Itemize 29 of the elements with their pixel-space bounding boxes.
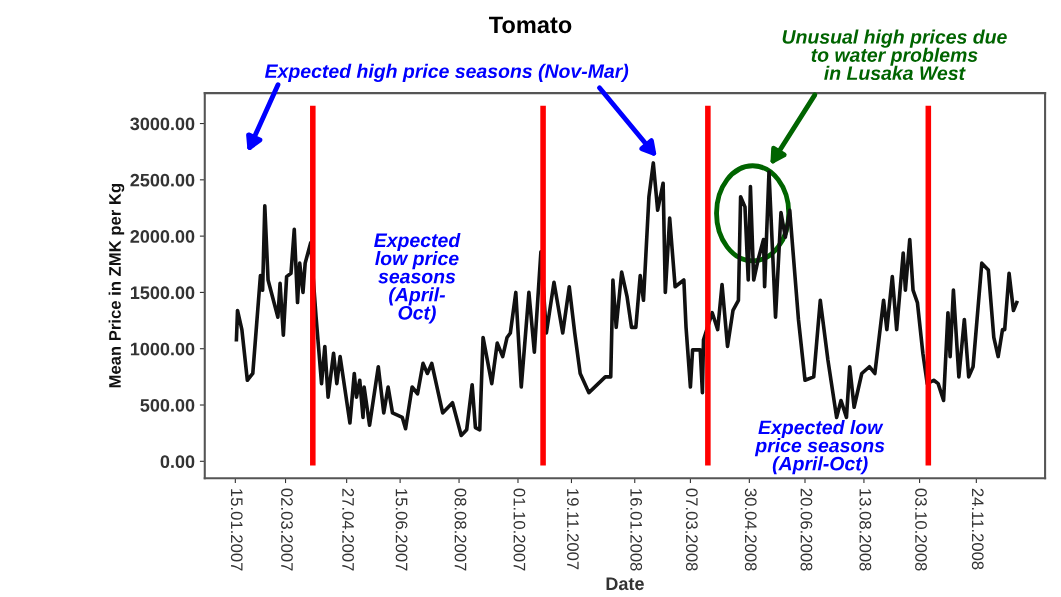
text: Expected high price seasons (Nov-Mar) (264, 63, 629, 82)
x-axis-title: Date (606, 577, 644, 591)
y-tick-label: 3000.00 (130, 117, 195, 131)
y-tick-label: 1000.00 (130, 342, 195, 356)
y-axis-title: Mean Price in ZMK per Kg (108, 183, 125, 388)
y-tick-label: 2500.00 (130, 173, 195, 187)
x-tick-label: 20.06.2008 (800, 488, 813, 571)
x-tick-label: 15.01.2007 (230, 489, 243, 571)
x-tick-label: 24.11.2008 (971, 488, 984, 570)
annotation: Expected low price seasons (April- Oct) (374, 232, 461, 324)
chart-title: Tomato (489, 16, 572, 34)
x-tick-label: 07.03.2008 (685, 488, 698, 571)
y-tick-label: 500.00 (140, 398, 195, 412)
x-tick-label: 15.06.2007 (395, 489, 408, 571)
x-tick-label: 02.03.2007 (281, 488, 293, 571)
x-tick-label: 01.10.2007 (513, 488, 526, 571)
x-tick-label: 16.01.2008 (630, 489, 643, 571)
y-tick-label: 2000.00 (130, 230, 195, 243)
line-series (234, 161, 1019, 438)
x-tick-label: 03.10.2008 (915, 488, 927, 571)
annotation: Expected low price seasons (April-Oct) (754, 419, 885, 475)
x-tick-label: 27.04.2007 (342, 488, 354, 571)
x-tick-label: 19.11.2007 (566, 489, 579, 570)
y-tick-label: 1500.00 (130, 286, 195, 300)
y-tick-label: 0.00 (160, 455, 195, 469)
text: Unusual high prices due to water problems in Lusaka West (782, 29, 1007, 81)
x-tick-label: 08.08.2007 (454, 488, 467, 571)
x-tick-label: 13.08.2008 (859, 489, 872, 571)
x-tick-label: 30.04.2008 (744, 488, 757, 571)
